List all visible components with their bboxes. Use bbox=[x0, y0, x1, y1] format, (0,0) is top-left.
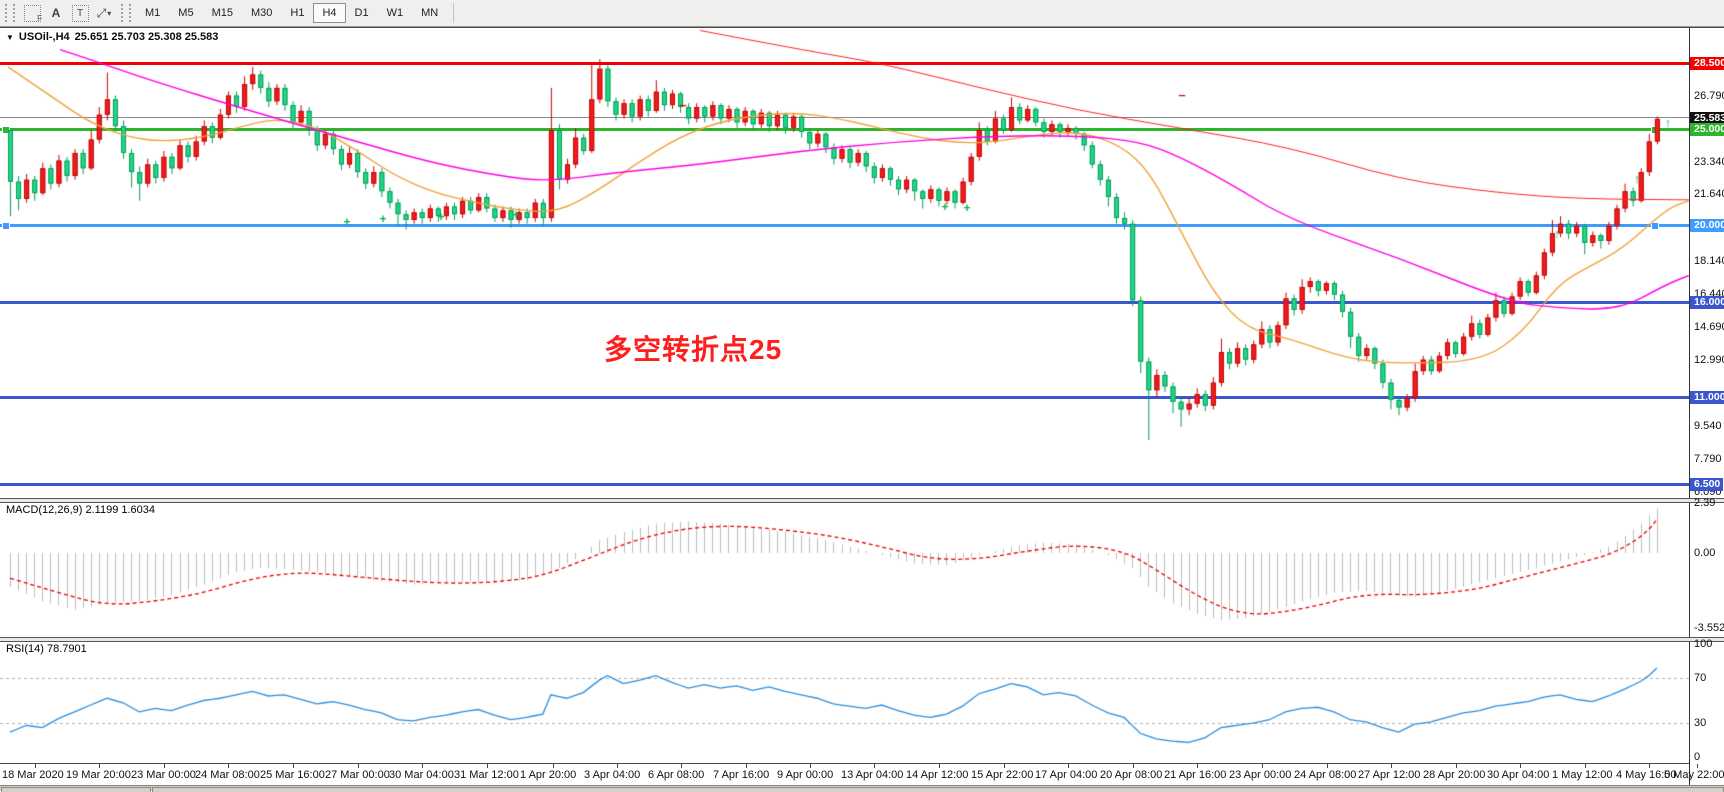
text-box-icon[interactable]: T bbox=[69, 3, 91, 23]
timeframe-button-h1[interactable]: H1 bbox=[290, 7, 305, 19]
pane-separator-rsi[interactable] bbox=[0, 637, 1724, 642]
timeframe-grip-icon[interactable] bbox=[121, 4, 131, 22]
hline-support-20000-handle[interactable] bbox=[1651, 221, 1659, 230]
timeframe-button-d1[interactable]: D1 bbox=[354, 7, 369, 19]
dropdown-caret-icon: ▾ bbox=[107, 8, 112, 18]
timeframe-button-mn[interactable]: MN bbox=[421, 7, 439, 19]
timeframe-button-m30[interactable]: M30 bbox=[250, 7, 273, 19]
timeframe-button-w1[interactable]: W1 bbox=[386, 7, 404, 19]
hline-gray-25650[interactable] bbox=[0, 117, 1689, 119]
hline-pivot-25000[interactable] bbox=[0, 128, 1689, 132]
timeframe-button-h4[interactable]: H4 bbox=[313, 3, 346, 23]
draw-arrows-icon[interactable]: ⤢ ▾ bbox=[93, 3, 115, 23]
pane-separator-macd[interactable] bbox=[0, 498, 1724, 503]
toolbar: F A T ⤢ ▾ M1 M5 M15 M30 H1 H4 D1 W1 MN bbox=[0, 0, 1724, 27]
text-label-icon[interactable]: A bbox=[51, 6, 61, 20]
grid-f-label: F bbox=[37, 14, 42, 23]
toolbar-separator bbox=[453, 3, 455, 23]
hline-support-6500[interactable] bbox=[0, 482, 1689, 486]
timeframe-button-m1[interactable]: M1 bbox=[145, 7, 161, 19]
chart-tab-strip[interactable] bbox=[0, 785, 1724, 792]
text-box-glyph: T bbox=[71, 4, 89, 22]
hline-support-11000[interactable] bbox=[0, 396, 1689, 400]
toolbar-grip-icon[interactable] bbox=[5, 4, 15, 22]
chart-grid-f-icon[interactable]: F bbox=[21, 3, 43, 23]
hline-resistance-28500[interactable] bbox=[0, 61, 1689, 65]
timeframe-button-group: M1 M5 M15 M30 H1 H4 D1 W1 MN bbox=[136, 3, 447, 23]
hline-pivot-25000-handle[interactable] bbox=[2, 125, 10, 134]
hline-pivot-25000-handle[interactable] bbox=[1651, 125, 1659, 134]
hline-support-20000[interactable] bbox=[0, 224, 1689, 228]
hline-support-20000-handle[interactable] bbox=[2, 221, 10, 230]
arrows-glyph: ⤢ bbox=[96, 5, 107, 20]
hline-support-16000[interactable] bbox=[0, 300, 1689, 304]
timeframe-button-m15[interactable]: M15 bbox=[211, 7, 233, 19]
timeframe-button-m5[interactable]: M5 bbox=[178, 7, 194, 19]
